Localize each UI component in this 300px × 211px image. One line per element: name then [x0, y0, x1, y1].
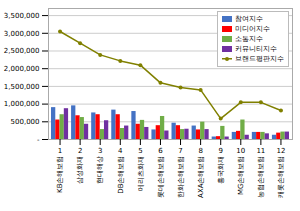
svg-text:500,000: 500,000: [11, 118, 40, 126]
svg-text:DB손해보험: DB손해보험: [117, 156, 125, 194]
svg-text:MG손해보험: MG손해보험: [237, 156, 245, 195]
svg-text:3,500,000: 3,500,000: [4, 12, 40, 20]
svg-text:3: 3: [98, 147, 102, 155]
svg-text:9: 9: [218, 147, 222, 155]
html-text:소통지수: 소통지수: [235, 35, 263, 43]
svg-text:4: 4: [118, 147, 123, 155]
svg-text:2,500,000: 2,500,000: [4, 47, 40, 55]
svg-text:한화손해보험: 한화손해보험: [177, 156, 185, 198]
svg-text:5: 5: [138, 147, 142, 155]
html-text:미디어지수: 미디어지수: [235, 25, 270, 33]
svg-text:메리츠화재: 메리츠화재: [137, 156, 145, 191]
svg-text:1: 1: [58, 147, 62, 155]
html-text:참여지수: 참여지수: [235, 15, 263, 23]
svg-text:1,500,000: 1,500,000: [4, 83, 40, 91]
svg-text:농협손해보험: 농협손해보험: [257, 156, 265, 198]
svg-text:2: 2: [78, 147, 82, 155]
svg-text:6: 6: [158, 147, 163, 155]
svg-text:흥국화재: 흥국화재: [217, 156, 225, 184]
svg-text:3,000,000: 3,000,000: [4, 30, 40, 38]
svg-text:11: 11: [256, 147, 265, 155]
svg-text:1,000,000: 1,000,000: [4, 100, 40, 108]
svg-text:-: -: [37, 136, 40, 144]
svg-text:2,000,000: 2,000,000: [4, 65, 40, 73]
html-text:브랜드평판지수: 브랜드평판지수: [235, 55, 284, 63]
svg-text:12: 12: [276, 147, 285, 155]
svg-text:7: 7: [178, 147, 182, 155]
svg-text:현대해상: 현대해상: [96, 156, 104, 184]
svg-text:삼성화재: 삼성화재: [76, 156, 84, 184]
svg-text:롯데손해보험: 롯데손해보험: [157, 156, 165, 198]
svg-text:AXA손해보험: AXA손해보험: [197, 156, 205, 198]
html-text:커뮤니티지수: 커뮤니티지수: [235, 45, 277, 53]
svg-text:KB손해보험: KB손해보험: [56, 156, 64, 193]
svg-text:8: 8: [198, 147, 202, 155]
svg-text:캐롯손해보험: 캐롯손해보험: [277, 156, 285, 198]
svg-text:10: 10: [236, 147, 245, 155]
